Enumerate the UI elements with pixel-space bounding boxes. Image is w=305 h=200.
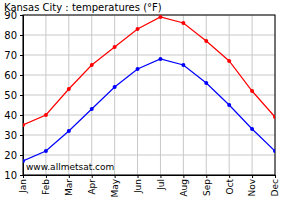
x-tick: Apr bbox=[87, 175, 97, 195]
series-marker bbox=[23, 123, 25, 127]
plot-background bbox=[23, 15, 275, 175]
y-tick: 80 bbox=[4, 30, 23, 41]
y-tick-label: 50 bbox=[4, 90, 17, 101]
series-marker bbox=[227, 59, 231, 63]
series-marker bbox=[273, 149, 275, 153]
series-marker bbox=[204, 81, 208, 85]
series-marker bbox=[204, 39, 208, 43]
series-marker bbox=[90, 63, 94, 67]
grid-line bbox=[23, 115, 275, 116]
series-marker bbox=[181, 21, 185, 25]
series-marker bbox=[227, 103, 231, 107]
grid-line bbox=[68, 15, 69, 175]
y-axis: 102030405060708090 bbox=[4, 10, 23, 181]
x-tick-label: Dec bbox=[270, 179, 280, 196]
y-tick: 70 bbox=[4, 50, 23, 61]
y-tick-label: 40 bbox=[4, 110, 17, 121]
x-axis-line bbox=[24, 176, 276, 179]
x-tick-label: Oct bbox=[225, 179, 235, 195]
series-group bbox=[23, 15, 275, 163]
x-tick-label: Apr bbox=[87, 179, 97, 195]
grid-line bbox=[23, 75, 275, 76]
x-tick: Jul bbox=[156, 175, 166, 191]
y-tick: 30 bbox=[4, 130, 23, 141]
x-tick-label: Jul bbox=[156, 179, 166, 191]
series-marker bbox=[136, 67, 140, 71]
series-marker bbox=[250, 89, 254, 93]
series-marker bbox=[158, 15, 162, 19]
y-tick-label: 10 bbox=[4, 170, 17, 181]
series-marker bbox=[158, 57, 162, 61]
grid-line bbox=[160, 15, 161, 175]
series-marker bbox=[23, 159, 25, 163]
x-tick-label: Mar bbox=[64, 179, 74, 196]
x-tick: Mar bbox=[64, 175, 74, 196]
x-axis: Jan Feb Mar Apr May Jun Jul Aug Sep Oct Nov Dec bbox=[18, 175, 280, 198]
grid-line bbox=[23, 55, 275, 56]
grid-line bbox=[252, 15, 253, 175]
y-tick: 40 bbox=[4, 110, 23, 121]
x-tick-label: Nov bbox=[247, 178, 257, 196]
y-tick-label: 30 bbox=[4, 130, 17, 141]
grid-line bbox=[183, 15, 184, 175]
y-tick-label: 80 bbox=[4, 30, 17, 41]
x-tick: Feb bbox=[41, 175, 51, 195]
grid-line bbox=[23, 155, 275, 156]
x-tick: Jan bbox=[18, 175, 28, 194]
y-tick-label: 20 bbox=[4, 150, 17, 161]
grid-line bbox=[137, 15, 138, 175]
x-tick-label: Jun bbox=[133, 179, 143, 194]
x-tick: Sep bbox=[202, 175, 212, 196]
x-tick: Jun bbox=[133, 175, 143, 194]
x-tick: May bbox=[110, 175, 120, 198]
grid-line bbox=[23, 35, 275, 36]
chart: 102030405060708090JanFebMarAprMayJunJulA… bbox=[0, 0, 305, 200]
series-marker bbox=[44, 149, 48, 153]
x-tick: Oct bbox=[225, 175, 235, 195]
series-marker bbox=[67, 129, 71, 133]
y-tick: 60 bbox=[4, 70, 23, 81]
grid-line bbox=[91, 15, 92, 175]
series-line bbox=[23, 17, 275, 125]
series-marker bbox=[44, 113, 48, 117]
grid-line bbox=[114, 15, 115, 175]
series-marker bbox=[250, 127, 254, 131]
grid-line bbox=[229, 15, 230, 175]
x-tick: Nov bbox=[247, 175, 257, 197]
x-tick: Dec bbox=[270, 175, 280, 196]
y-tick: 20 bbox=[4, 150, 23, 161]
series-marker bbox=[181, 63, 185, 67]
x-tick-label: Aug bbox=[179, 179, 189, 197]
x-tick-label: Feb bbox=[41, 179, 51, 195]
series-marker bbox=[273, 115, 275, 119]
series-marker bbox=[136, 27, 140, 31]
grid-line bbox=[23, 135, 275, 136]
series-marker bbox=[113, 85, 117, 89]
x-tick-label: May bbox=[110, 178, 120, 197]
y-tick: 50 bbox=[4, 90, 23, 101]
y-tick-label: 70 bbox=[4, 50, 17, 61]
series-marker bbox=[90, 107, 94, 111]
annotation: www.allmetsat.com bbox=[26, 162, 114, 172]
plot: 102030405060708090JanFebMarAprMayJunJulA… bbox=[4, 10, 280, 198]
grid bbox=[23, 15, 275, 175]
y-tick-label: 60 bbox=[4, 70, 17, 81]
title: Kansas City : temperatures (°F) bbox=[4, 2, 162, 13]
x-tick: Aug bbox=[179, 175, 189, 197]
series-marker bbox=[67, 87, 71, 91]
plot-frame bbox=[23, 15, 275, 175]
series-marker bbox=[113, 45, 117, 49]
x-tick-label: Jan bbox=[18, 179, 28, 194]
grid-line bbox=[23, 95, 275, 96]
series-line bbox=[23, 59, 275, 161]
x-tick-label: Sep bbox=[202, 179, 212, 196]
